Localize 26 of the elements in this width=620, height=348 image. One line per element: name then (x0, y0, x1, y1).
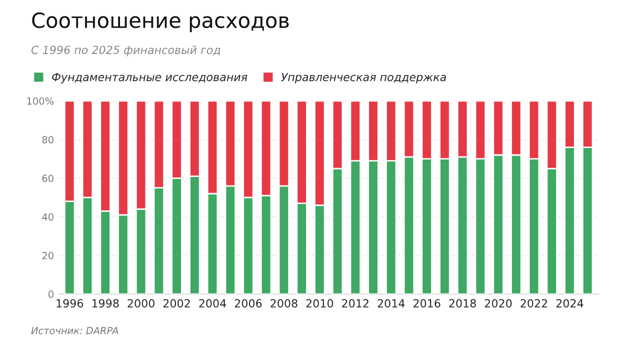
chart-title: Соотношение расходов (32, 12, 289, 32)
x-tick-label: 2006 (234, 299, 262, 308)
x-tick-label: 2004 (199, 299, 226, 308)
x-tick-label: 1998 (92, 299, 119, 308)
x-tick-label: 2000 (128, 299, 154, 308)
chart-subtitle: С 1996 по 2025 финансовый год (31, 46, 220, 56)
x-tick-label: 2012 (342, 299, 368, 308)
y-tick-label: 60 (42, 174, 54, 182)
x-tick-label: 2010 (306, 299, 334, 308)
text: Источник: DARPA (31, 326, 118, 334)
legend-label: Фундаментальные исследования (52, 72, 248, 84)
y-tick-label: 80 (42, 136, 54, 144)
y-tick-label: 20 (42, 252, 54, 260)
x-tick-label: 2020 (484, 299, 512, 308)
y-tick-label: 0 (48, 290, 54, 298)
y-tick-label: 100% (27, 97, 54, 105)
legend-label: Управленческая поддержка (281, 72, 446, 84)
x-tick-label: 2016 (414, 299, 440, 308)
x-tick-label: 2014 (378, 299, 405, 308)
x-tick-label: 2022 (520, 299, 548, 308)
y-tick-label: 40 (42, 213, 54, 221)
x-tick-label: 2018 (449, 299, 476, 308)
x-tick-label: 2002 (163, 299, 190, 308)
x-tick-label: 1996 (56, 299, 84, 308)
x-tick-label: 2008 (270, 299, 298, 308)
x-tick-label: 2024 (556, 299, 584, 308)
